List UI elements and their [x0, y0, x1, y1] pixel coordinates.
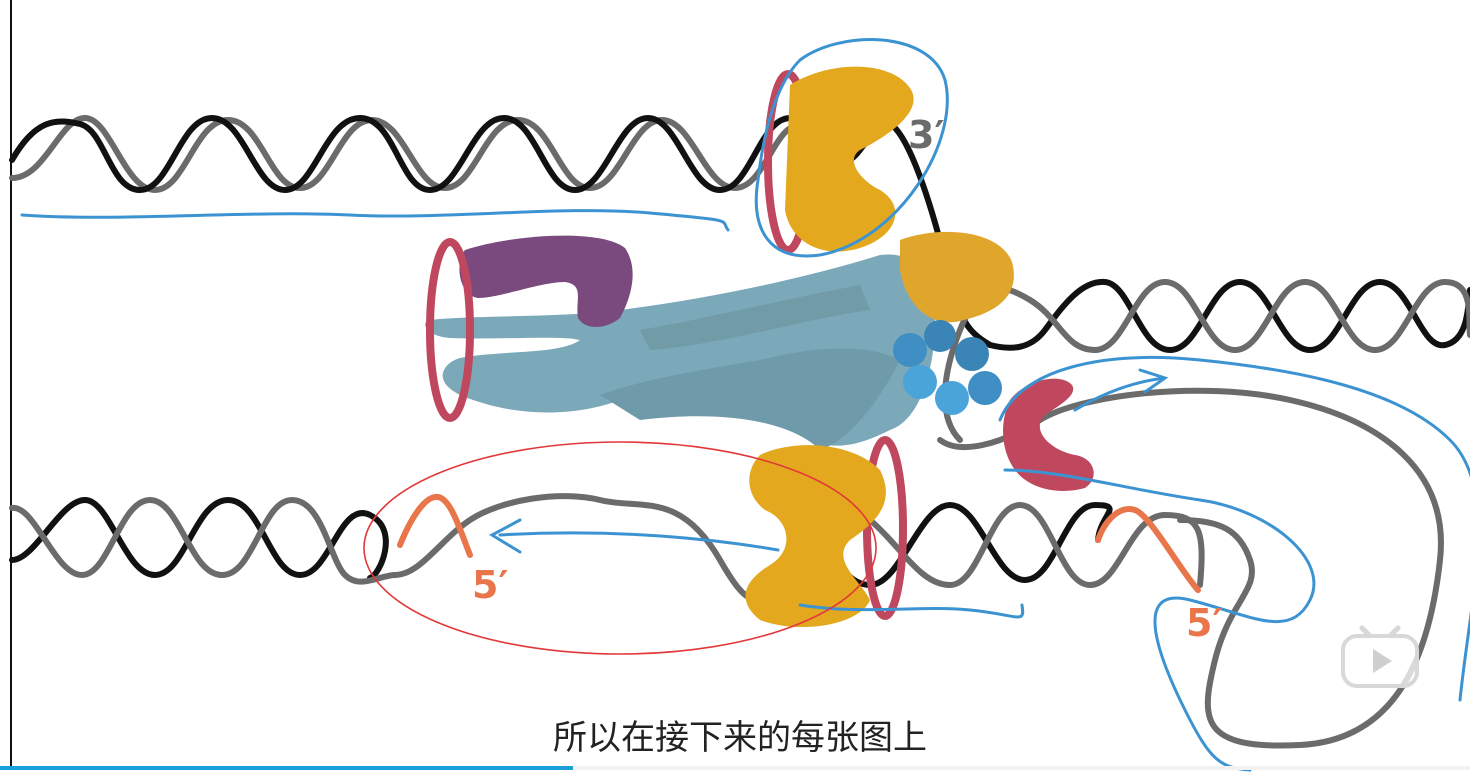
bottom-helix-gray-strand: [9, 496, 398, 585]
annotation-lagging-loop: [1003, 468, 1316, 772]
primer-left: [397, 494, 473, 558]
helicase-beads: [893, 320, 1002, 415]
red-highlight-ellipse: [363, 441, 877, 655]
annotation-bottom-arrow-line: [498, 531, 780, 552]
annotation-right-arrow: [1073, 376, 1167, 412]
annotation-outer-loop: [998, 356, 1470, 702]
top-helix-gray-strand: [9, 114, 865, 194]
blue-annotations: [20, 38, 1470, 772]
rna-primers: [397, 494, 1201, 593]
frame-left-border: [10, 0, 12, 768]
annotation-top-line: [20, 209, 730, 232]
annotation-bottom-squiggle: [798, 603, 1025, 619]
annotation-right-arrow-head: [1138, 368, 1169, 394]
annotation-top-ellipse: [754, 38, 949, 258]
play-button[interactable]: [1340, 622, 1420, 690]
bottom-helix-black-strand: [9, 496, 389, 581]
clamp-loader-arm-shade: [640, 285, 870, 350]
helicase-purple-unit: [459, 235, 633, 327]
clamp-bottom: [863, 436, 907, 620]
clamp-left: [426, 238, 474, 422]
clamp-loader-arm-lower: [600, 348, 900, 450]
polymerase-middle: [900, 231, 1014, 323]
play-icon: [1341, 625, 1419, 688]
primer-right: [1095, 506, 1201, 593]
label-3-prime-top: 3′: [908, 113, 944, 157]
lower-right-black-strand: [797, 501, 1113, 589]
video-progress-fill: [0, 766, 574, 770]
lower-right-gray-strand: [867, 501, 1205, 589]
parental-helix-black-strand: [987, 278, 1470, 354]
label-5-prime-lower-right: 5′: [1186, 601, 1222, 645]
clamp-loader-complex: [425, 254, 935, 450]
video-subtitle: 所以在接下来的每张图上: [553, 718, 927, 758]
dna-polymerases: [745, 66, 1014, 628]
primase: [1003, 378, 1094, 491]
polymerase-top: [785, 66, 914, 252]
annotation-bottom-arrow-head: [488, 518, 522, 554]
polymerase-bottom: [745, 445, 886, 628]
label-5-prime-lower-left: 5′: [472, 563, 508, 607]
bottom-dna-helix: [9, 493, 1205, 602]
video-progress-bar[interactable]: [0, 766, 1470, 770]
